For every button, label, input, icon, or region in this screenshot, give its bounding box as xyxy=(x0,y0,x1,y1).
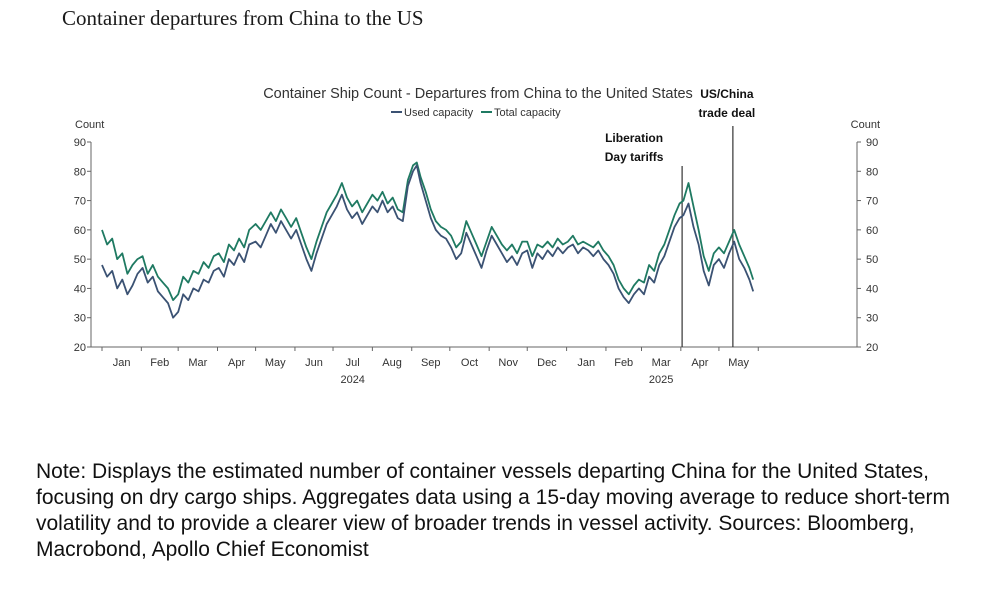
annotation-lines xyxy=(681,126,734,347)
axes: 20 20 30 30 40 40 50 50 60 60 70 70 80 80 90 90 Jan Feb Ma… xyxy=(74,137,879,386)
legend-label-used-capacity: Used capacity xyxy=(404,107,474,119)
y-tick-label-right: 20 xyxy=(866,342,878,354)
x-tick-label: May xyxy=(265,357,286,369)
chart-title: Container Ship Count - Departures from C… xyxy=(263,86,693,102)
x-tick-label: Mar xyxy=(652,357,671,369)
y-tick-label-left: 50 xyxy=(74,254,86,266)
x-tick-label: Mar xyxy=(188,357,207,369)
x-tick-label: Feb xyxy=(614,357,633,369)
annotation-label: US/China xyxy=(700,87,754,101)
container-ship-chart: Container Ship Count - Departures from C… xyxy=(74,86,880,386)
y-tick-label-right: 40 xyxy=(866,283,878,295)
y-tick-label-right: 90 xyxy=(866,137,878,149)
y-tick-label-right: 60 xyxy=(866,225,878,237)
legend-label-total-capacity: Total capacity xyxy=(494,107,561,119)
y-axis-label-left: Count xyxy=(75,119,104,131)
y-tick-label-right: 80 xyxy=(866,166,878,178)
y-tick-label-left: 90 xyxy=(74,137,86,149)
y-tick-label-left: 60 xyxy=(74,225,86,237)
y-tick-label-left: 30 xyxy=(74,313,86,325)
x-tick-label: Sep xyxy=(421,357,441,369)
x-tick-label: Feb xyxy=(150,357,169,369)
x-tick-label: Oct xyxy=(461,357,478,369)
x-tick-label: Nov xyxy=(498,357,518,369)
x-tick-label: May xyxy=(728,357,749,369)
x-tick-label: Apr xyxy=(691,357,708,369)
x-tick-label: Jun xyxy=(305,357,323,369)
y-tick-label-right: 30 xyxy=(866,313,878,325)
series-lines xyxy=(101,161,755,319)
annotation-label: trade deal xyxy=(699,106,756,120)
x-tick-label: Jan xyxy=(577,357,595,369)
chart-note: Note: Displays the estimated number of c… xyxy=(36,460,951,561)
x-tick-label: Apr xyxy=(228,357,245,369)
annotation-labels: Liberation Day tariffs US/China trade deal xyxy=(605,87,755,164)
x-tick-label: Dec xyxy=(537,357,557,369)
x-year-label: 2024 xyxy=(340,374,364,386)
y-tick-label-left: 70 xyxy=(74,196,86,208)
chart-legend: Used capacity Total capacity xyxy=(391,107,561,119)
y-tick-label-left: 40 xyxy=(74,283,86,295)
x-tick-label: Jul xyxy=(346,357,360,369)
y-tick-label-left: 80 xyxy=(74,166,86,178)
series-line-total-capacity xyxy=(101,161,755,302)
annotation-label: Liberation xyxy=(605,131,663,145)
y-axis-label-right: Count xyxy=(851,119,880,131)
y-tick-label-right: 70 xyxy=(866,196,878,208)
y-tick-label-left: 20 xyxy=(74,342,86,354)
x-year-label: 2025 xyxy=(649,374,673,386)
series-line-used-capacity xyxy=(101,164,755,319)
annotation-label: Day tariffs xyxy=(605,150,664,164)
page-title: Container departures from China to the U… xyxy=(62,6,424,30)
x-tick-label: Aug xyxy=(382,357,402,369)
y-tick-label-right: 50 xyxy=(866,254,878,266)
x-tick-label: Jan xyxy=(113,357,131,369)
